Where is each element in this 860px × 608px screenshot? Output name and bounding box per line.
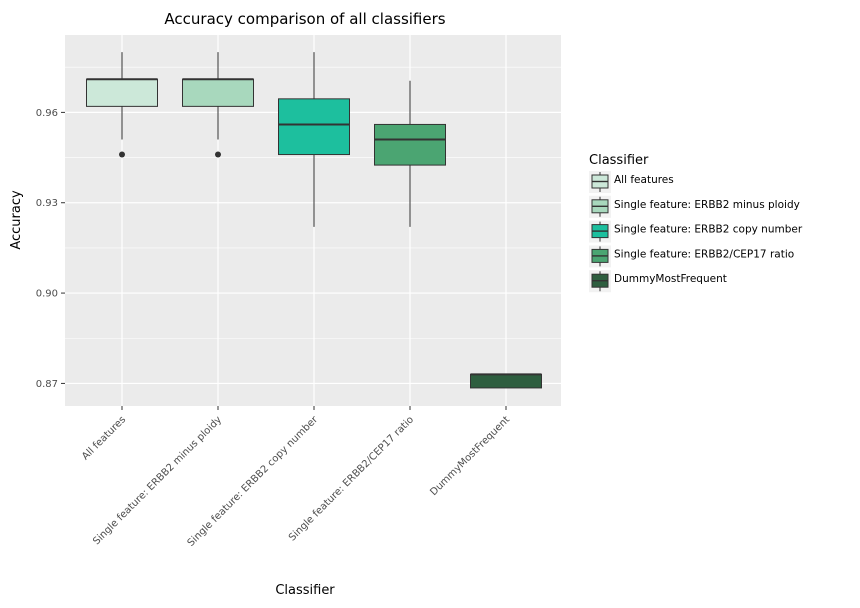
legend-label: DummyMostFrequent [614, 273, 727, 285]
legend-key [589, 270, 611, 293]
box-1 [86, 52, 158, 158]
box-iqr [86, 78, 158, 107]
outlier-point [215, 151, 221, 158]
y-axis: 0.87 0.90 0.93 0.96 [36, 108, 65, 390]
outlier-point [119, 151, 125, 158]
legend-title: Classifier [589, 153, 649, 168]
legend-label: All features [614, 174, 674, 186]
legend-label: Single feature: ERBB2 minus ploidy [614, 199, 800, 211]
x-tick-label: All features [80, 414, 128, 462]
box-iqr [182, 78, 254, 107]
box-iqr [278, 98, 350, 156]
y-axis-title: Accuracy [9, 190, 24, 250]
box-iqr [374, 123, 446, 166]
box-iqr [470, 373, 542, 389]
box-3 [278, 52, 350, 227]
y-tick-label: 0.96 [36, 108, 58, 119]
chart-title: Accuracy comparison of all classifiers [164, 10, 445, 28]
y-tick-label: 0.90 [36, 289, 58, 300]
legend-key [589, 245, 611, 268]
box-2 [182, 52, 254, 158]
legend: Classifier All features Single feature: E… [589, 153, 803, 293]
legend-key [589, 220, 611, 243]
legend-label: Single feature: ERBB2 copy number [614, 224, 803, 236]
x-tick-label: DummyMostFrequent [428, 414, 512, 498]
x-axis-title: Classifier [275, 583, 335, 598]
boxes-layer [86, 52, 542, 389]
box-5 [470, 373, 542, 389]
legend-key [589, 171, 611, 193]
legend-key [589, 195, 611, 218]
y-tick-label: 0.87 [36, 379, 58, 390]
y-tick-label: 0.93 [36, 198, 58, 209]
box-4 [374, 80, 446, 227]
legend-label: Single feature: ERBB2/CEP17 ratio [614, 248, 794, 260]
